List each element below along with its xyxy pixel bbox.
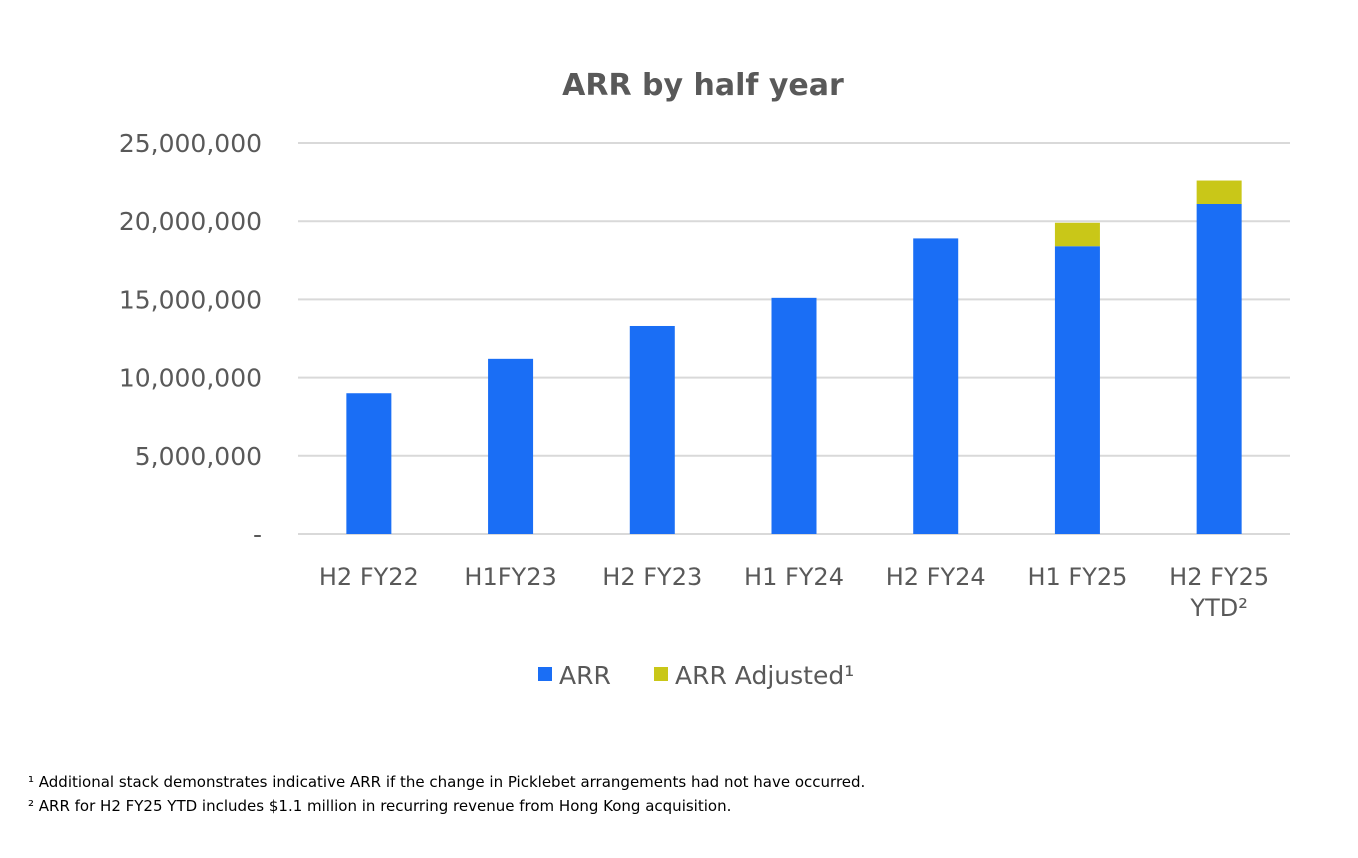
bar-arr-1 <box>488 358 534 534</box>
chart: ARR by half year - 5,000,000 10,000,000 15,… <box>119 68 1290 690</box>
y-tick-label: 10,000,000 <box>119 364 262 393</box>
bars <box>346 180 1242 535</box>
bar-arr-5 <box>1054 246 1100 534</box>
x-tick-label: H2 FY25 <box>1169 563 1269 591</box>
x-tick-label: H2 FY22 <box>319 563 419 591</box>
x-tick-label: H1 FY25 <box>1027 563 1127 591</box>
y-tick-label: 5,000,000 <box>135 442 262 471</box>
x-tick-label: H2 FY23 <box>602 563 702 591</box>
footnotes: ¹ Additional stack demonstrates indicati… <box>28 770 865 818</box>
x-tick-label: H1FY23 <box>464 563 556 591</box>
x-tick-label: H2 FY24 <box>886 563 986 591</box>
bar-arr-0 <box>346 393 392 534</box>
y-tick-label: 25,000,000 <box>119 129 262 158</box>
bar-arr-2 <box>629 325 675 534</box>
legend-swatch-arr <box>538 667 552 681</box>
legend-swatch-arr-adjusted <box>654 667 668 681</box>
y-tick-label: - <box>253 520 262 549</box>
legend-label-arr: ARR <box>559 661 611 690</box>
legend-label-arr-adjusted: ARR Adjusted¹ <box>675 661 854 690</box>
footnote-2: ² ARR for H2 FY25 YTD includes $1.1 mill… <box>28 797 732 815</box>
chart-title: ARR by half year <box>562 68 844 103</box>
bar-arr-adjusted-6 <box>1196 180 1242 204</box>
bar-arr-adjusted-5 <box>1054 222 1100 247</box>
bar-arr-6 <box>1196 203 1242 534</box>
x-axis-labels: H2 FY22 H1FY23 H2 FY23 H1 FY24 H2 FY24 H1 FY2… <box>319 563 1269 622</box>
x-tick-label: YTD² <box>1189 594 1247 622</box>
x-tick-label: H1 FY24 <box>744 563 844 591</box>
y-tick-label: 20,000,000 <box>119 207 262 236</box>
y-tick-label: 15,000,000 <box>119 285 262 314</box>
y-axis-ticks: - 5,000,000 10,000,000 15,000,000 20,000,000… <box>119 129 262 549</box>
footnote-1: ¹ Additional stack demonstrates indicati… <box>28 773 866 791</box>
legend: ARR ARR Adjusted¹ <box>538 661 854 690</box>
bar-arr-3 <box>771 297 817 534</box>
bar-arr-4 <box>913 238 959 535</box>
